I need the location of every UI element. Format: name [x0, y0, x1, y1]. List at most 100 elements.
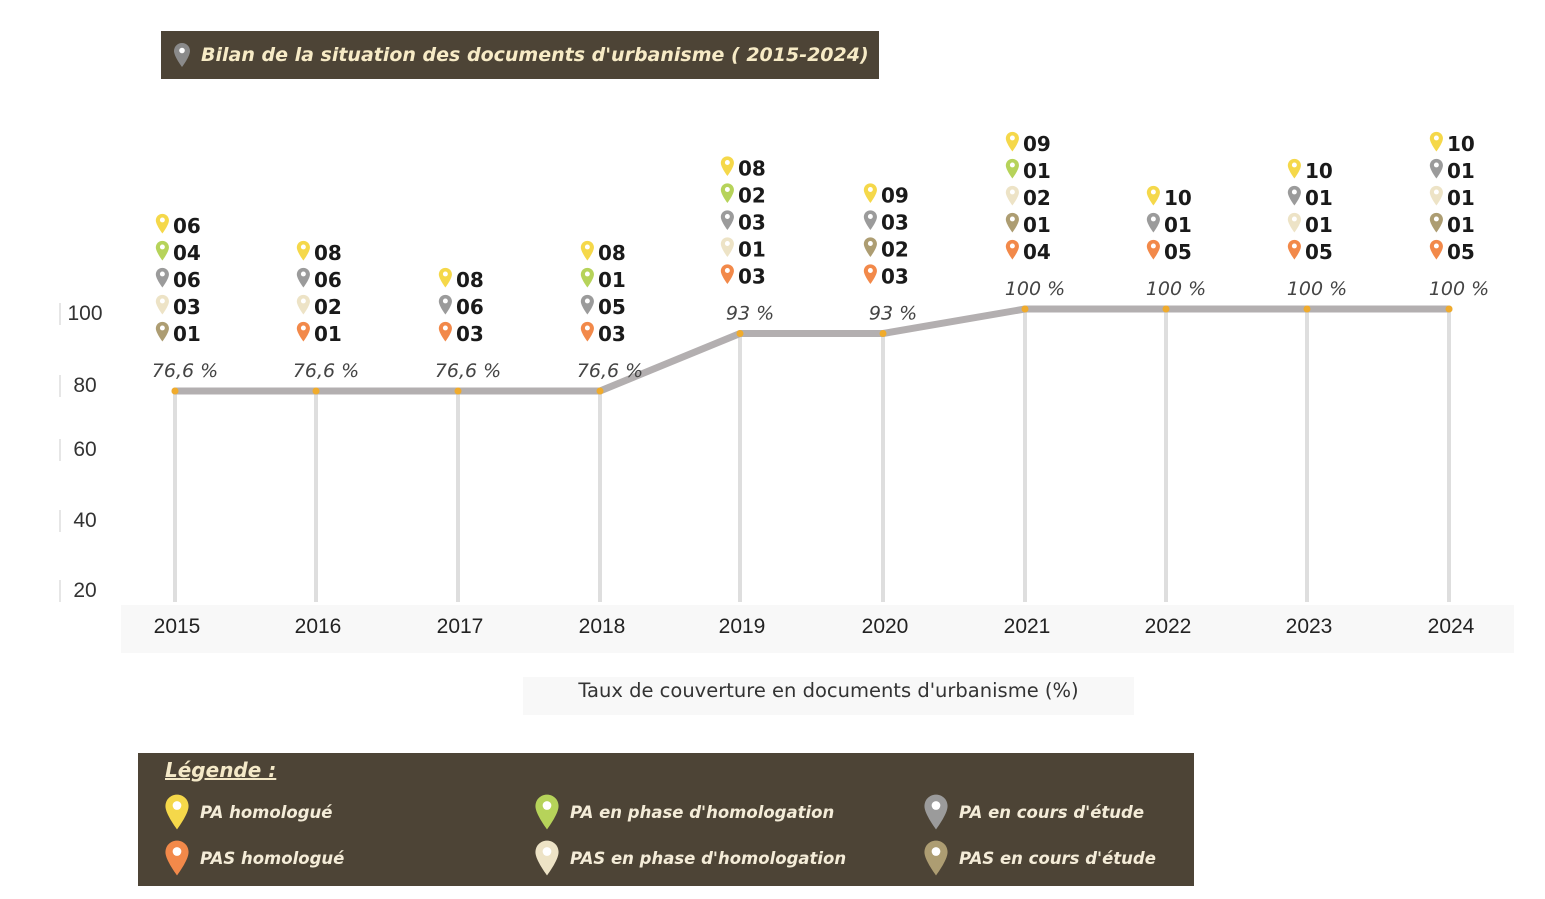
- legend-label: PA en phase d'homologation: [570, 802, 835, 822]
- y-tick-label: 100: [67, 302, 102, 325]
- pas-homologue-pin-icon: [863, 264, 877, 285]
- x-axis-band: [121, 605, 1514, 653]
- x-tick-label: 2016: [295, 615, 342, 638]
- data-label: 100 %: [1005, 278, 1065, 300]
- legend-label: PAS homologué: [200, 848, 345, 868]
- count-label: 01: [1447, 213, 1475, 237]
- pa-homologue-pin-icon: [1429, 131, 1443, 152]
- count-label: 01: [1305, 186, 1333, 210]
- count-label: 04: [173, 241, 201, 265]
- x-axis-title: Taux de couverture en documents d'urbani…: [578, 679, 1079, 702]
- pas-etude-pin-icon: [1005, 212, 1019, 233]
- legend-label: PA homologué: [200, 802, 333, 822]
- pas-homologue-pin-icon: [1287, 239, 1301, 260]
- count-label: 08: [456, 268, 484, 292]
- count-label: 03: [598, 322, 626, 346]
- pas-phase-pin-icon: [155, 294, 169, 315]
- pas-phase-pin-icon: [535, 840, 559, 876]
- count-label: 05: [598, 295, 626, 319]
- data-label: 76,6 %: [577, 360, 643, 382]
- count-label: 01: [1305, 213, 1333, 237]
- legend-title: Légende :: [165, 758, 277, 782]
- count-label: 06: [173, 268, 201, 292]
- pa-etude-pin-icon: [924, 794, 948, 830]
- count-label: 01: [598, 268, 626, 292]
- pas-phase-pin-icon: [1429, 185, 1443, 206]
- pas-homologue-pin-icon: [438, 321, 452, 342]
- count-label: 03: [456, 322, 484, 346]
- count-label: 02: [881, 238, 909, 262]
- legend-label: PAS en cours d'étude: [959, 848, 1156, 868]
- legend-item: PAS en cours d'étude: [923, 839, 1156, 877]
- count-label: 03: [738, 211, 766, 235]
- pas-etude-pin-icon: [155, 321, 169, 342]
- data-label: 76,6 %: [152, 360, 218, 382]
- pa-phase-pin-icon: [720, 183, 734, 204]
- data-point: [736, 330, 744, 338]
- count-label: 01: [1023, 159, 1051, 183]
- data-point: [596, 387, 604, 395]
- pa-etude-pin-icon: [296, 267, 310, 288]
- pas-homologue-pin-icon: [1146, 239, 1160, 260]
- pa-homologue-pin-icon: [720, 156, 734, 177]
- data-label: 100 %: [1146, 278, 1206, 300]
- x-axis-label-panel: Taux de couverture en documents d'urbani…: [523, 677, 1134, 715]
- count-label: 01: [1447, 159, 1475, 183]
- x-tick-label: 2017: [437, 615, 484, 638]
- data-point: [454, 387, 462, 395]
- data-label: 76,6 %: [435, 360, 501, 382]
- count-label: 01: [1164, 213, 1192, 237]
- pa-etude-pin-icon: [155, 267, 169, 288]
- legend-label: PAS en phase d'homologation: [570, 848, 847, 868]
- pa-homologue-pin-icon: [438, 267, 452, 288]
- pas-phase-pin-icon: [296, 294, 310, 315]
- x-tick-label: 2020: [862, 615, 909, 638]
- pa-etude-pin-icon: [720, 210, 734, 231]
- count-label: 06: [456, 295, 484, 319]
- x-tick-label: 2015: [154, 615, 201, 638]
- legend-item: PAS en phase d'homologation: [534, 839, 846, 877]
- pa-phase-pin-icon: [535, 794, 559, 830]
- x-tick-label: 2022: [1145, 615, 1192, 638]
- count-label: 03: [881, 211, 909, 235]
- data-point: [1445, 305, 1453, 313]
- chart-title-panel: Bilan de la situation des documents d'ur…: [161, 31, 879, 79]
- data-point: [1021, 305, 1029, 313]
- data-point: [1303, 305, 1311, 313]
- pa-homologue-pin-icon: [165, 794, 189, 830]
- count-label: 01: [314, 322, 342, 346]
- pa-phase-pin-icon: [1005, 158, 1019, 179]
- pas-homologue-pin-icon: [165, 840, 189, 876]
- x-tick-label: 2024: [1428, 615, 1475, 638]
- pa-etude-pin-icon: [1429, 158, 1443, 179]
- pa-homologue-pin-icon: [155, 213, 169, 234]
- count-label: 03: [173, 295, 201, 319]
- x-tick-label: 2023: [1286, 615, 1333, 638]
- count-label: 10: [1164, 186, 1192, 210]
- count-label: 05: [1447, 240, 1475, 264]
- pas-homologue-pin-icon: [296, 321, 310, 342]
- count-label: 02: [314, 295, 342, 319]
- map-pin-icon: [174, 43, 190, 67]
- x-tick-label: 2018: [579, 615, 626, 638]
- y-tick-label: 40: [73, 509, 96, 532]
- count-label: 01: [1023, 213, 1051, 237]
- data-point: [312, 387, 320, 395]
- count-label: 08: [738, 157, 766, 181]
- data-label: 76,6 %: [293, 360, 359, 382]
- data-label: 100 %: [1287, 278, 1347, 300]
- count-label: 01: [738, 238, 766, 262]
- pas-phase-pin-icon: [720, 237, 734, 258]
- pa-phase-pin-icon: [580, 267, 594, 288]
- pas-phase-pin-icon: [1005, 185, 1019, 206]
- legend-item: PAS homologué: [164, 839, 344, 877]
- count-label: 10: [1447, 132, 1475, 156]
- legend-item: PA homologué: [164, 793, 332, 831]
- pa-etude-pin-icon: [863, 210, 877, 231]
- pa-homologue-pin-icon: [296, 240, 310, 261]
- count-label: 08: [314, 241, 342, 265]
- pa-homologue-pin-icon: [1146, 185, 1160, 206]
- pa-etude-pin-icon: [1287, 185, 1301, 206]
- pas-homologue-pin-icon: [720, 264, 734, 285]
- x-tick-label: 2019: [719, 615, 766, 638]
